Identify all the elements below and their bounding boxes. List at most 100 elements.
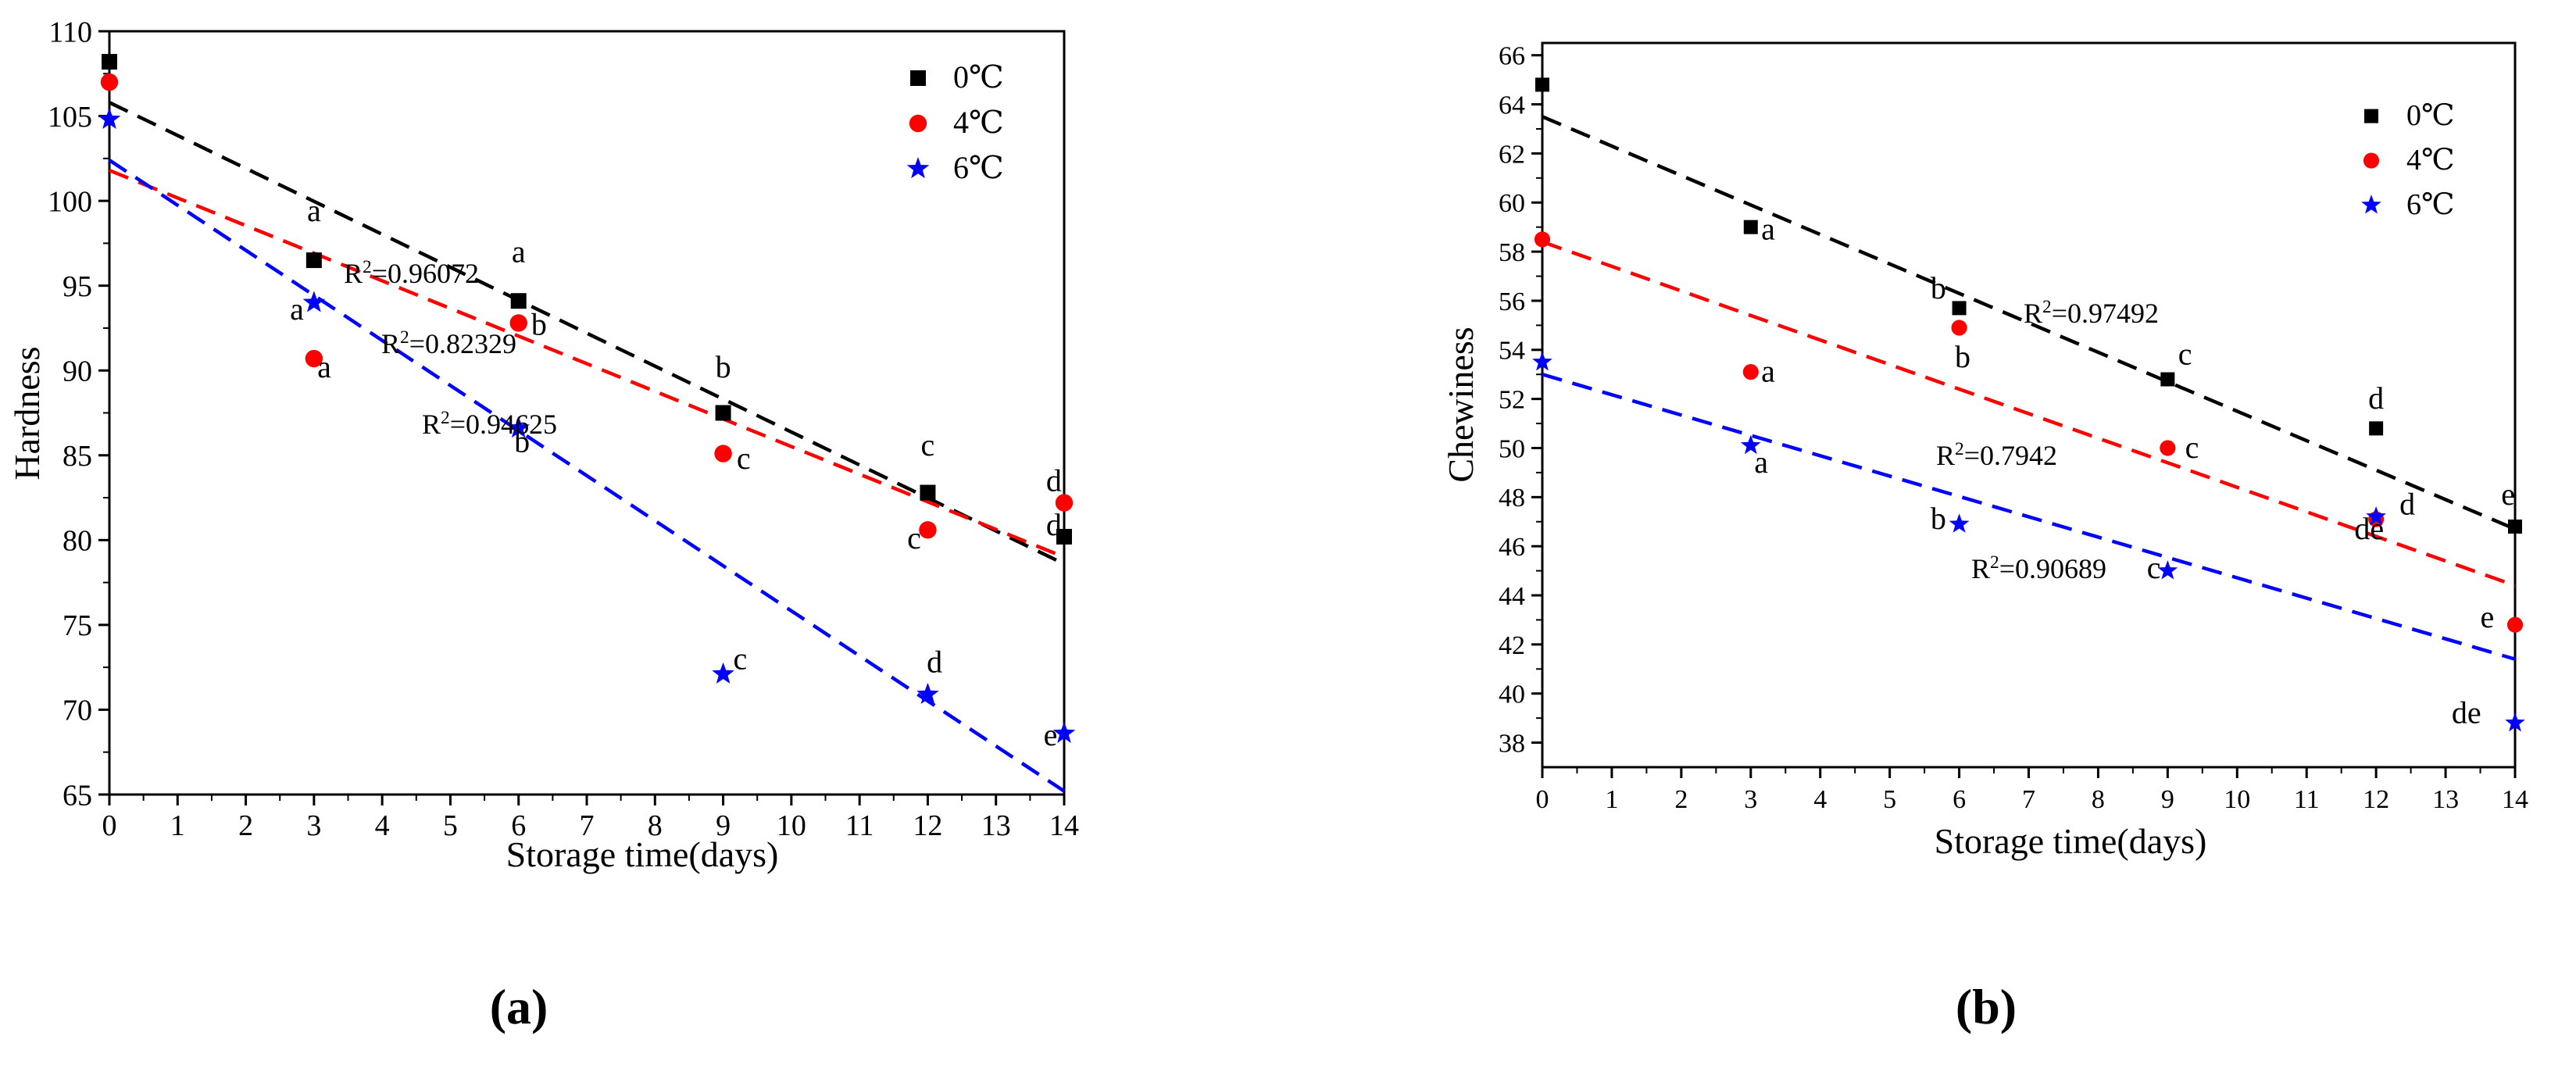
chart-b-annotation: b bbox=[1931, 270, 1946, 305]
chart-a-annotation: c bbox=[737, 441, 751, 476]
chart-a-xtick-label: 13 bbox=[981, 809, 1011, 842]
chart-a-legend-marker bbox=[910, 70, 926, 86]
chart-b-xtick-label: 6 bbox=[1953, 785, 1966, 814]
chart-b-point-2 bbox=[1740, 434, 1761, 455]
chart-b-legend-marker bbox=[2363, 152, 2380, 169]
chart-a-point-1 bbox=[305, 349, 323, 368]
chart-a-xtick-label: 12 bbox=[913, 809, 942, 842]
chart-b-ytick-label: 40 bbox=[1499, 680, 1525, 709]
chart-a-ylabel: Hardness bbox=[7, 346, 47, 480]
chart-a-point-1 bbox=[1055, 494, 1074, 512]
chart-b-annotation: d bbox=[2368, 380, 2384, 416]
chart-b-ytick-label: 46 bbox=[1499, 533, 1525, 562]
chart-b-fit-line-1 bbox=[1542, 240, 2516, 588]
chart-a-point-0 bbox=[920, 484, 936, 501]
chart-b-xtick-label: 5 bbox=[1883, 785, 1896, 814]
chart-a-legend-label: 0℃ bbox=[953, 59, 1004, 95]
chart-b-xtick-label: 3 bbox=[1744, 785, 1757, 814]
chart-a-point-2 bbox=[916, 682, 939, 704]
chart-b-r2-label: R2=0.7942 bbox=[1936, 439, 2057, 471]
chart-a-ytick-label: 100 bbox=[48, 185, 92, 218]
chart-a-xtick-label: 2 bbox=[238, 809, 253, 842]
chart-b-xtick-label: 0 bbox=[1536, 785, 1549, 814]
chart-a-xtick-label: 5 bbox=[443, 809, 458, 842]
chart-b-ytick-label: 38 bbox=[1499, 729, 1525, 758]
chart-a-xtick-label: 9 bbox=[716, 809, 731, 842]
chart-b-fit-line-0 bbox=[1542, 115, 2516, 531]
chart-b-annotation: de bbox=[2452, 695, 2481, 730]
chart-a-frame bbox=[108, 30, 1066, 796]
chart-b-xtick-label: 13 bbox=[2432, 785, 2459, 814]
chart-b-xtick-label: 14 bbox=[2502, 785, 2528, 814]
chart-b-ytick-label: 50 bbox=[1499, 434, 1525, 463]
chart-b-point-1 bbox=[1951, 320, 1967, 336]
chart-b-ytick-label: 64 bbox=[1499, 91, 1525, 120]
chart-a: 0 1 2 3 4 5 6 7 8 9 10 11 12 13 1465707580859095100105… bbox=[7, 16, 1079, 1034]
chart-b-point-2 bbox=[2505, 712, 2525, 732]
chart-a-point-0 bbox=[102, 54, 117, 70]
chart-a-xtick-label: 11 bbox=[845, 809, 874, 842]
chart-a-annotation: e bbox=[1044, 717, 1058, 752]
chart-b-caption: (b) bbox=[1956, 979, 2017, 1034]
chart-b-annotation: b bbox=[1931, 501, 1946, 536]
chart-a-fit-line-2 bbox=[108, 159, 1066, 793]
chart-a-marks: 0 1 2 3 4 5 6 7 8 9 10 11 12 13 1465707580859095100105… bbox=[48, 16, 1079, 842]
chart-a-ytick-label: 65 bbox=[63, 779, 92, 812]
chart-b-annotation: c bbox=[2178, 337, 2192, 372]
chart-a-annotation: c bbox=[921, 427, 935, 462]
chart-b-ytick-label: 44 bbox=[1499, 582, 1525, 611]
chart-a-annotation: c bbox=[734, 641, 748, 676]
chart-b-point-0 bbox=[1535, 77, 1549, 92]
chart-b-xlabel: Storage time(days) bbox=[1935, 821, 2207, 861]
chart-a-r2-label: R2=0.94625 bbox=[422, 408, 557, 440]
chart-b-xtick-label: 11 bbox=[2294, 785, 2320, 814]
chart-b-point-1 bbox=[1742, 363, 1759, 380]
chart-a-r2-label: R2=0.82329 bbox=[381, 327, 516, 359]
chart-b-point-0 bbox=[2160, 372, 2175, 387]
chart-b-ylabel: Chewiness bbox=[1441, 327, 1481, 482]
chart-a-ytick-label: 110 bbox=[48, 16, 92, 48]
chart-b-legend-label: 0℃ bbox=[2406, 99, 2455, 132]
chart-a-annotation: b bbox=[514, 423, 530, 459]
chart-a-ytick-label: 75 bbox=[63, 609, 92, 642]
chart-a-r2-label: R2=0.96072 bbox=[344, 257, 479, 289]
chart-a-ytick-label: 105 bbox=[48, 101, 92, 134]
chart-a-xtick-label: 10 bbox=[777, 809, 806, 842]
chart-a-caption: (a) bbox=[490, 979, 548, 1034]
chart-b-point-1 bbox=[2160, 440, 2176, 456]
chart-b-legend-label: 6℃ bbox=[2406, 188, 2455, 221]
chart-a-point-0 bbox=[305, 252, 322, 269]
chart-b-xtick-label: 12 bbox=[2363, 785, 2389, 814]
chart-a-ytick-label: 70 bbox=[63, 695, 92, 727]
chart-a-annotation: d bbox=[1046, 507, 1062, 542]
chart-b-ytick-label: 42 bbox=[1499, 631, 1525, 660]
chart-a-xtick-label: 4 bbox=[375, 809, 390, 842]
chart-b-fit-line-2 bbox=[1542, 373, 2516, 661]
chart-a-xtick-label: 6 bbox=[511, 809, 526, 842]
chart-b-xtick-label: 7 bbox=[2022, 785, 2035, 814]
chart-b-annotation: d bbox=[2399, 486, 2415, 521]
chart-a-xtick-label: 14 bbox=[1049, 809, 1079, 842]
chart-b-annotation: de bbox=[2354, 511, 2384, 546]
chart-a-legend-marker bbox=[909, 114, 927, 133]
chart-b-annotation: a bbox=[1761, 211, 1775, 246]
chart-b-legend-marker bbox=[2364, 109, 2378, 123]
chart-a-annotation: a bbox=[317, 349, 331, 384]
chart-a-fit-line-1 bbox=[109, 168, 1065, 559]
chart-a-ytick-label: 80 bbox=[63, 525, 92, 558]
chart-b-ytick-label: 58 bbox=[1499, 238, 1525, 267]
chart-a-annotation: c bbox=[907, 520, 921, 555]
chart-a-annotation: d bbox=[927, 645, 942, 680]
chart-b-point-0 bbox=[1743, 220, 1758, 234]
chart-a-legend-marker bbox=[906, 157, 930, 179]
chart-b-annotation: c bbox=[2185, 430, 2199, 465]
chart-a-point-1 bbox=[714, 445, 732, 462]
chart-b-point-1 bbox=[2506, 616, 2524, 633]
chart-b-ytick-label: 54 bbox=[1499, 337, 1525, 366]
chart-a-legend-label: 4℃ bbox=[953, 105, 1004, 140]
chart-a-point-0 bbox=[715, 405, 731, 421]
chart-b-legend-marker bbox=[2361, 195, 2381, 214]
chart-b-xtick-label: 4 bbox=[1813, 785, 1827, 814]
chart-a-annotation: a bbox=[512, 234, 526, 269]
